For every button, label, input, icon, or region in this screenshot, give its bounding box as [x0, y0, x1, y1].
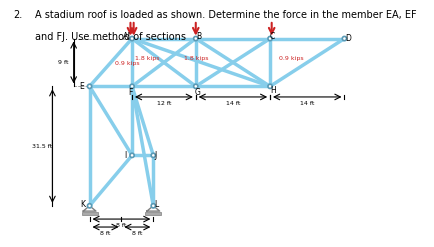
Text: B: B — [196, 32, 201, 41]
Text: 8 ft: 8 ft — [116, 223, 127, 228]
FancyBboxPatch shape — [145, 212, 161, 215]
Text: 1.8 kips: 1.8 kips — [184, 56, 208, 61]
Text: L: L — [154, 200, 158, 209]
Text: 14 ft: 14 ft — [226, 101, 240, 106]
Text: 8 ft: 8 ft — [100, 231, 111, 236]
Text: 14 ft: 14 ft — [300, 101, 315, 106]
Circle shape — [342, 36, 346, 41]
Text: and FJ. Use method of sections: and FJ. Use method of sections — [35, 32, 186, 42]
Circle shape — [151, 204, 155, 208]
Text: H: H — [270, 86, 276, 95]
Text: A stadium roof is loaded as shown. Determine the force in the member EA, EF: A stadium roof is loaded as shown. Deter… — [35, 10, 416, 20]
Text: K: K — [81, 200, 85, 209]
Text: F: F — [128, 88, 133, 97]
Circle shape — [88, 84, 92, 88]
Circle shape — [151, 153, 155, 158]
Circle shape — [268, 84, 272, 88]
Text: D: D — [346, 34, 352, 43]
Text: 8 ft: 8 ft — [132, 231, 142, 236]
Circle shape — [130, 36, 134, 41]
Text: C: C — [270, 32, 275, 41]
Text: I: I — [125, 151, 127, 160]
Circle shape — [130, 153, 134, 158]
Text: 12 ft: 12 ft — [157, 101, 171, 106]
Text: 31.5 ft: 31.5 ft — [32, 144, 52, 148]
FancyBboxPatch shape — [82, 212, 98, 215]
Text: 0.9 kips: 0.9 kips — [279, 56, 304, 61]
Text: A: A — [123, 32, 128, 41]
Text: G: G — [194, 88, 201, 97]
Text: 2.: 2. — [13, 10, 22, 20]
Text: 0.9 kips: 0.9 kips — [115, 61, 140, 66]
Circle shape — [130, 84, 134, 88]
Circle shape — [88, 204, 92, 208]
Text: J: J — [155, 151, 157, 160]
Circle shape — [194, 36, 198, 41]
Text: 1.8 kips: 1.8 kips — [135, 56, 159, 61]
Circle shape — [194, 84, 198, 88]
Text: 9 ft: 9 ft — [58, 60, 68, 65]
Circle shape — [268, 36, 272, 41]
Text: E: E — [79, 82, 84, 91]
